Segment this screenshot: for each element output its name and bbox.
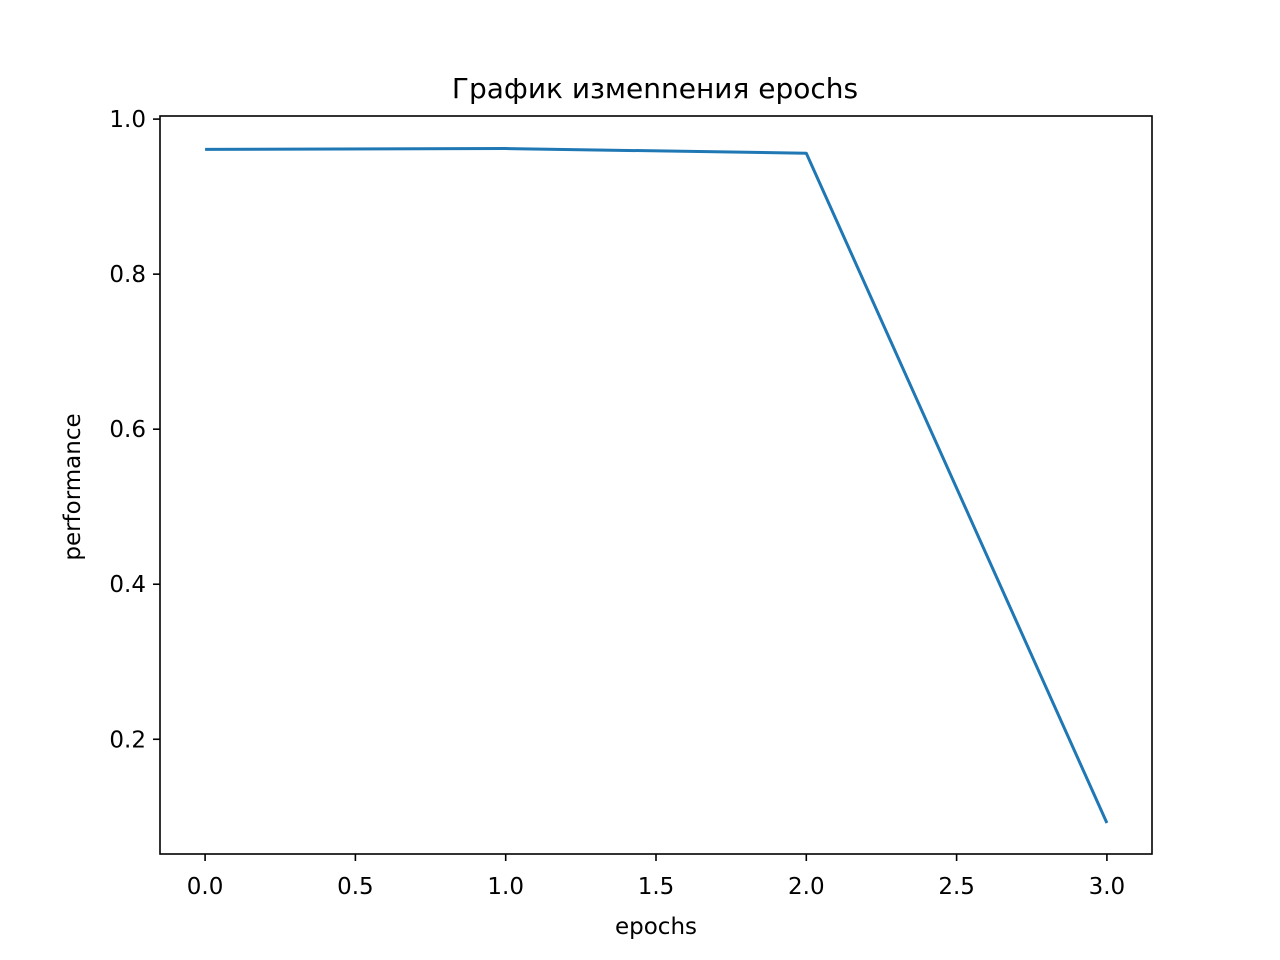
x-tick-label: 3.0 — [1089, 874, 1126, 900]
y-axis-label: performance — [60, 413, 86, 560]
axes-frame — [159, 115, 1153, 855]
x-tick-label: 1.0 — [487, 874, 524, 900]
x-tick-label: 0.5 — [337, 874, 374, 900]
plot-area — [205, 147, 1109, 824]
chart-title: График измennения epochs — [452, 72, 858, 105]
y-tick-label: 0.8 — [109, 262, 146, 288]
x-tick-label: 1.5 — [638, 874, 675, 900]
y-tick-label: 0.4 — [109, 572, 146, 598]
y-tick-label: 1.0 — [109, 107, 146, 133]
x-axis-label: epochs — [615, 914, 697, 940]
y-tick-label: 0.2 — [109, 727, 146, 753]
y-axis: 0.2 0.4 0.6 0.8 1.0 — [109, 107, 160, 753]
x-axis: 0.0 0.5 1.0 1.5 2.0 2.5 3.0 — [187, 854, 1125, 900]
x-tick-label: 2.0 — [788, 874, 825, 900]
x-tick-label: 2.5 — [938, 874, 975, 900]
x-tick-label: 0.0 — [187, 874, 224, 900]
series-line-0 — [205, 147, 1109, 824]
y-tick-label: 0.6 — [109, 417, 146, 443]
